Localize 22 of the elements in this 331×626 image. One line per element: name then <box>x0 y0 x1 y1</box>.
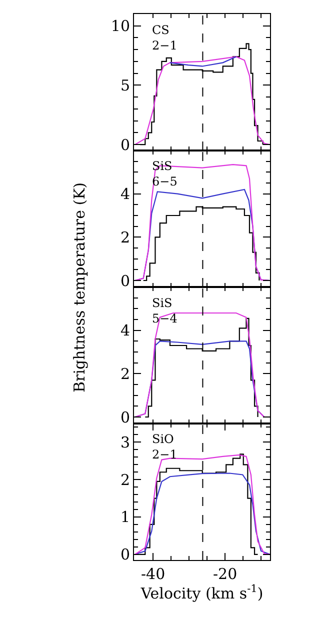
y-tick-label: 2 <box>120 228 130 246</box>
y-tick-label: 0 <box>120 408 130 426</box>
y-axis-title: Brightness temperature (K) <box>70 182 88 392</box>
y-tick-label: 2 <box>120 470 130 489</box>
y-tick-label: 4 <box>120 185 130 204</box>
x-tick-label: -20 <box>212 565 238 583</box>
line-series <box>134 312 265 418</box>
y-tick-label: 1 <box>120 508 130 526</box>
y-tick-label: 0 <box>120 272 130 290</box>
line-series <box>169 56 237 67</box>
y-tick-label: 0 <box>120 136 130 154</box>
x-axis-title: Velocity (km s$^{-1}$) <box>140 583 264 602</box>
y-tick-label: 4 <box>120 322 130 340</box>
y-tick-label: 2 <box>120 364 130 383</box>
line-series <box>134 472 270 555</box>
x-tick-label: -40 <box>140 565 166 583</box>
annotation: CS 2−1 <box>152 23 178 53</box>
y-tick-label: 5 <box>120 76 130 94</box>
y-tick-label: 0 <box>120 546 130 564</box>
annotation: SiO 2−1 <box>152 432 178 462</box>
y-tick-label: 10 <box>110 17 130 36</box>
y-tick-label: 3 <box>120 433 130 452</box>
